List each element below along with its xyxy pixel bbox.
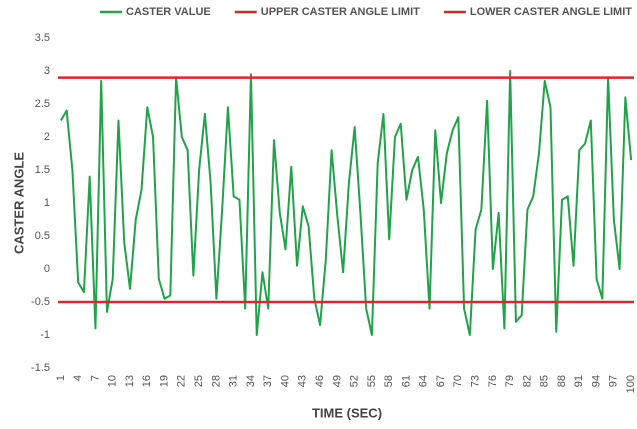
legend-label: LOWER CASTER ANGLE LIMIT [470, 6, 632, 18]
x-tick-label: 94 [590, 375, 602, 387]
x-tick-label: 28 [210, 375, 222, 387]
y-tick-label: 3.5 [35, 32, 50, 44]
x-tick-label: 79 [504, 375, 516, 387]
y-tick-label: 0.5 [35, 230, 50, 242]
x-tick-label: 52 [349, 375, 361, 387]
y-tick-label: 2 [44, 131, 50, 143]
x-tick-label: 7 [89, 375, 101, 381]
x-tick-label: 25 [193, 375, 205, 387]
x-tick-label: 100 [625, 375, 637, 393]
x-tick-label: 55 [366, 375, 378, 387]
x-tick-label: 49 [331, 375, 343, 387]
legend-label: UPPER CASTER ANGLE LIMIT [261, 6, 420, 18]
y-tick-label: 2.5 [35, 98, 50, 110]
x-axis-title: TIME (SEC) [312, 405, 382, 420]
y-tick-label: -0.5 [31, 296, 50, 308]
x-tick-label: 91 [573, 375, 585, 387]
x-tick-label: 37 [262, 375, 274, 387]
x-tick-label: 61 [400, 375, 412, 387]
x-tick-label: 19 [158, 375, 170, 387]
y-tick-label: 1.5 [35, 164, 50, 176]
x-tick-label: 10 [107, 375, 119, 387]
x-tick-label: 34 [245, 375, 257, 387]
x-tick-label: 67 [435, 375, 447, 387]
y-tick-label: 0 [44, 263, 50, 275]
data-line [60, 70, 633, 336]
x-tick-label: 31 [228, 375, 240, 387]
legend-label: CASTER VALUE [126, 6, 211, 18]
x-tick-label: 40 [279, 375, 291, 387]
x-tick-label: 22 [176, 375, 188, 387]
y-tick-label: -1.5 [31, 362, 50, 374]
x-tick-label: 1 [55, 375, 67, 381]
y-axis-title: CASTER ANGLE [11, 152, 26, 254]
x-tick-label: 16 [141, 375, 153, 387]
x-tick-label: 88 [556, 375, 568, 387]
x-tick-label: 82 [521, 375, 533, 387]
x-tick-label: 76 [487, 375, 499, 387]
x-tick-label: 43 [297, 375, 309, 387]
x-tick-label: 85 [539, 375, 551, 387]
x-tick-label: 13 [124, 375, 136, 387]
x-tick-label: 4 [72, 375, 84, 381]
x-tick-label: 70 [452, 375, 464, 387]
x-tick-label: 97 [608, 375, 620, 387]
x-tick-label: 64 [418, 375, 430, 387]
x-tick-label: 58 [383, 375, 395, 387]
y-tick-label: 1 [44, 197, 50, 209]
y-tick-label: -1 [40, 329, 50, 341]
x-tick-label: 73 [470, 375, 482, 387]
y-tick-label: 3 [44, 65, 50, 77]
x-tick-label: 46 [314, 375, 326, 387]
